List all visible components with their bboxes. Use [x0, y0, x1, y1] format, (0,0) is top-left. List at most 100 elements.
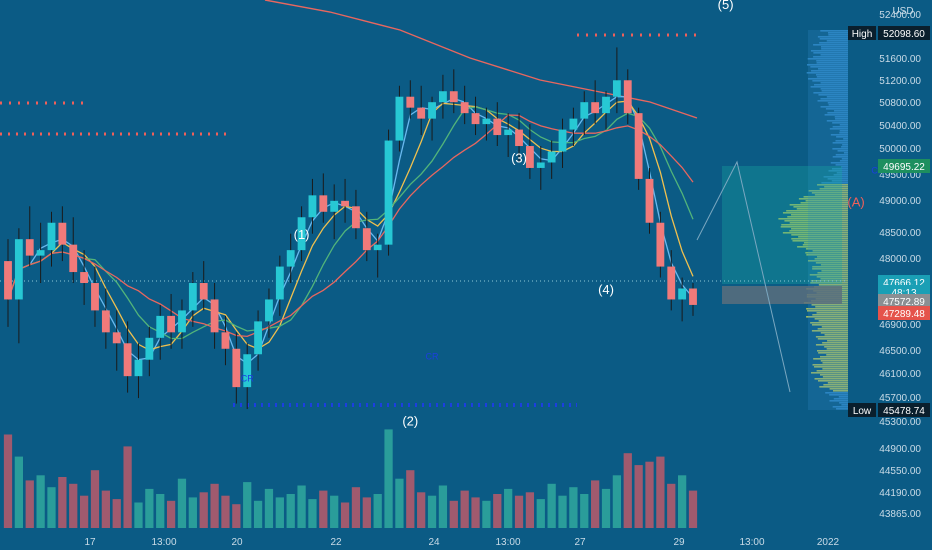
candle-body	[417, 107, 426, 119]
volume-profile-bar	[803, 196, 848, 198]
volume-profile-shade	[808, 30, 848, 410]
volume-profile-bar	[817, 272, 848, 274]
volume-profile-bar	[820, 264, 848, 266]
candle-body	[352, 206, 360, 229]
volume-profile-bar	[837, 150, 848, 152]
volume-profile-bar	[781, 224, 848, 226]
candle-body	[167, 315, 176, 333]
price-tag-bg	[878, 26, 930, 40]
candle-body	[623, 80, 632, 114]
volume-profile-bar	[817, 338, 848, 340]
candle-body	[91, 283, 99, 311]
volume-profile-bar	[829, 128, 848, 130]
volume-profile-bar	[829, 400, 848, 402]
candle-body	[449, 91, 458, 103]
volume-profile-bar	[810, 66, 848, 68]
volume-profile-bar	[825, 392, 848, 394]
volume-profile-bar	[832, 142, 848, 144]
time-tick-label: 20	[231, 537, 243, 548]
candle-body	[384, 140, 393, 245]
volume-bar	[79, 495, 89, 528]
candle-body	[460, 102, 469, 114]
candle-body	[47, 222, 56, 251]
price-tick-label: 44900.00	[879, 444, 921, 455]
volume-profile-bar	[791, 228, 848, 230]
volume-profile-bar	[812, 266, 848, 268]
volume-profile-bar	[778, 218, 848, 220]
candle-body	[112, 332, 121, 344]
volume-bar	[471, 497, 480, 528]
price-tag-label: Low	[853, 406, 872, 417]
volume-profile-bar	[803, 242, 848, 244]
price-tick-label: 48500.00	[879, 228, 921, 239]
volume-profile-bar	[791, 234, 848, 236]
volume-profile-bar	[843, 152, 848, 154]
volume-bar	[36, 475, 45, 528]
projection-zone	[722, 166, 842, 304]
price-tag-label-bg	[848, 26, 876, 40]
wave-label: (5)	[718, 0, 734, 12]
volume-profile-bar	[811, 324, 848, 326]
volume-profile-bar	[829, 388, 848, 390]
volume-profile-bar	[823, 176, 848, 178]
volume-profile-bar	[782, 212, 848, 214]
candle-body	[134, 359, 143, 377]
volume-profile-bar	[827, 112, 848, 114]
volume-profile-bar	[836, 136, 848, 138]
price-tag-value: 52098.60	[883, 29, 925, 40]
projection-lower-zone	[722, 286, 842, 304]
volume-profile-bar	[800, 202, 848, 204]
candle-body	[493, 118, 502, 136]
candle-body	[308, 195, 317, 218]
price-tick-label: 48000.00	[879, 254, 921, 265]
volume-profile-bar	[826, 96, 848, 98]
price-tick-label: 44550.00	[879, 466, 921, 477]
time-tick-label: 17	[84, 537, 96, 548]
volume-profile-bar	[822, 362, 848, 364]
volume-profile-bar	[812, 268, 848, 270]
price-tick-label: 51600.00	[879, 54, 921, 65]
price-tick-label: 43865.00	[879, 509, 921, 520]
candle-body	[80, 272, 89, 284]
volume-profile-bar	[798, 198, 848, 200]
volume-profile-bar	[819, 374, 848, 376]
volume-profile-bar	[819, 386, 848, 388]
volume-bar	[188, 497, 197, 528]
volume-profile-bar	[829, 394, 848, 396]
volume-profile-bar	[824, 346, 848, 348]
volume-profile-bar	[805, 200, 848, 202]
moving-average-line	[7, 100, 694, 351]
volume-bar	[656, 456, 665, 528]
volume-bar	[308, 499, 317, 528]
volume-profile-bar	[843, 138, 848, 140]
price-tick-label: 51200.00	[879, 76, 921, 87]
volume-profile-bar	[819, 188, 848, 190]
volume-profile-bar	[836, 172, 848, 174]
volume-profile-bar	[826, 348, 848, 350]
volume-profile-bar	[797, 246, 848, 248]
volume-bar	[319, 490, 328, 528]
candle-body	[319, 195, 328, 212]
volume-bar	[264, 488, 274, 528]
volume-profile-bar	[813, 52, 848, 54]
volume-bar	[47, 487, 56, 528]
wave-label: (3)	[511, 150, 527, 165]
price-tag-value: 45478.74	[883, 406, 925, 417]
candle-body	[591, 102, 600, 114]
volume-profile-bar	[818, 352, 848, 354]
candle-body	[101, 310, 110, 333]
moving-average-line	[7, 114, 694, 338]
volume-profile-bar	[817, 380, 848, 382]
volume-profile-bar	[814, 378, 848, 380]
price-tick-label: 49000.00	[879, 196, 921, 207]
price-tick-label: 45700.00	[879, 393, 921, 404]
volume-profile-bar	[818, 320, 848, 322]
volume-bar	[297, 485, 306, 528]
price-tag-bg	[878, 159, 930, 173]
candle-body	[406, 96, 415, 108]
candle-body	[25, 239, 34, 256]
time-tick-label: 13:00	[151, 537, 176, 548]
price-tick-label: 45300.00	[879, 417, 921, 428]
candle-body	[645, 178, 654, 223]
volume-profile-bar	[835, 164, 848, 166]
